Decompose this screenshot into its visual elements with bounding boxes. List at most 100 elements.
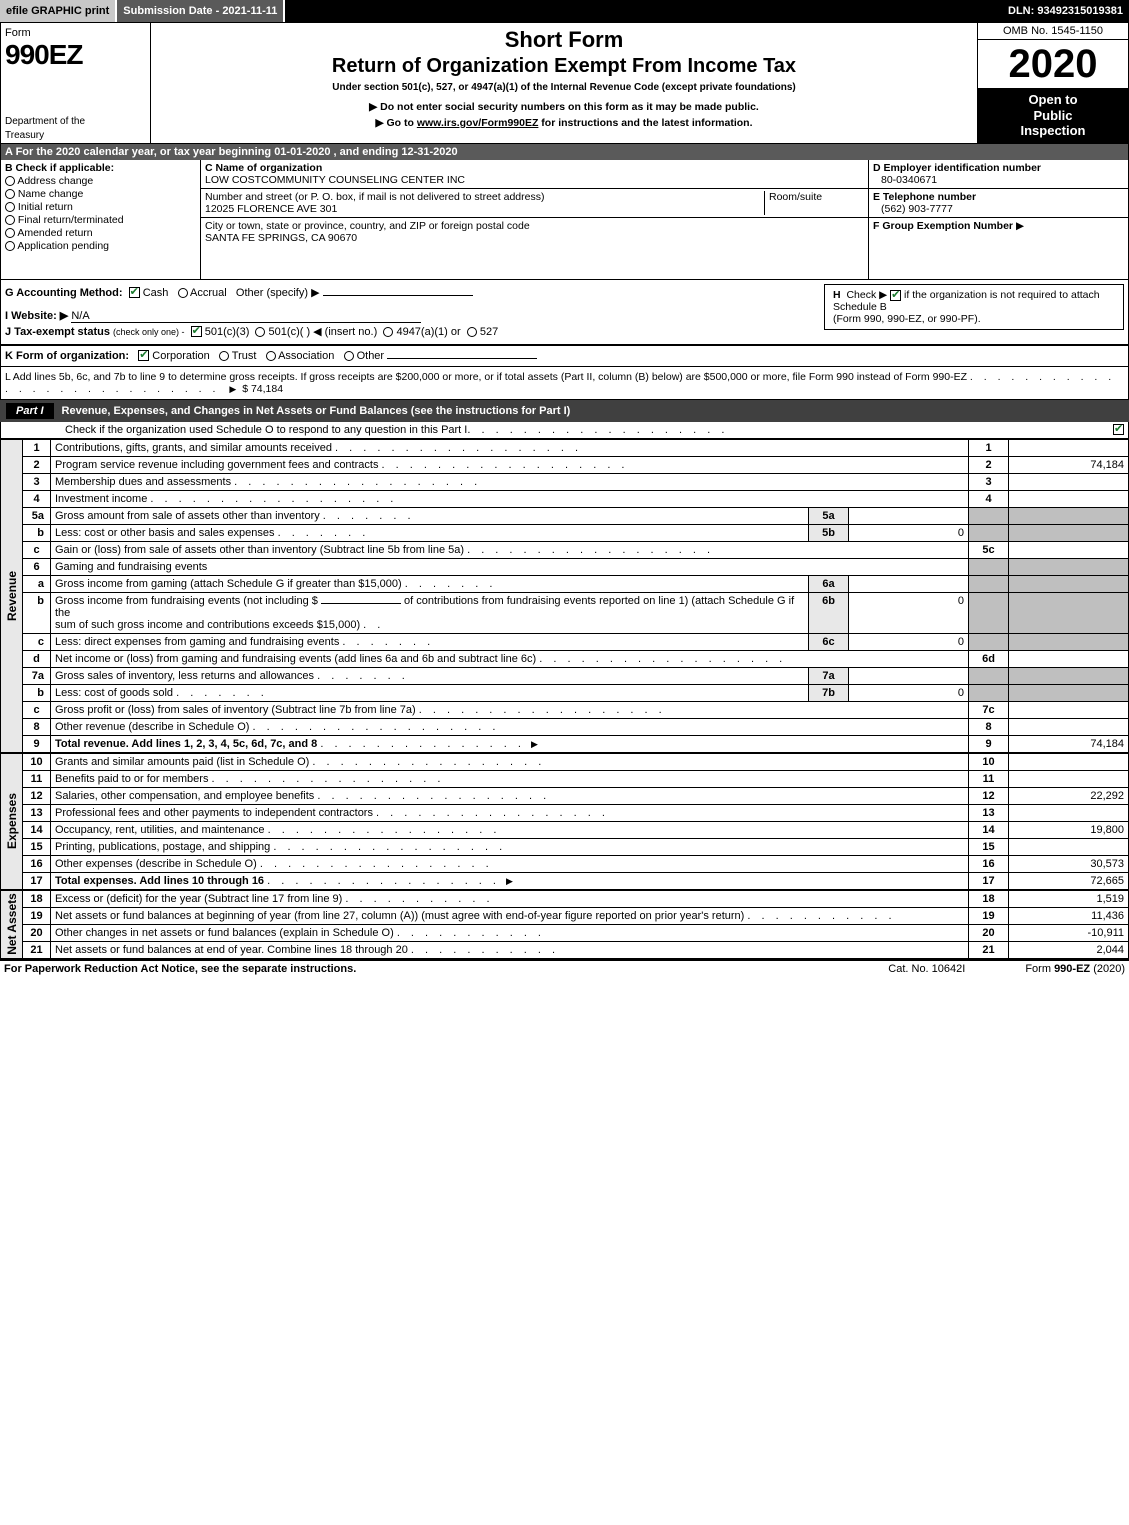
col-def: D Employer identification number 80-0340… [868, 160, 1128, 279]
line-4: 4 Investment income . . . . . . . . . . … [23, 490, 1129, 507]
chk-name-change[interactable]: Name change [5, 188, 196, 200]
g-other: Other (specify) ▶ [236, 287, 320, 299]
city-value: SANTA FE SPRINGS, CA 90670 [205, 232, 530, 244]
g-label: G Accounting Method: [5, 287, 123, 299]
open-line2: Public [1033, 108, 1072, 123]
revenue-table: 1 Contributions, gifts, grants, and simi… [22, 439, 1129, 753]
line-9: 9 Total revenue. Add lines 1, 2, 3, 4, 5… [23, 735, 1129, 752]
line-7a: 7a Gross sales of inventory, less return… [23, 667, 1129, 684]
line-5a: 5a Gross amount from sale of assets othe… [23, 507, 1129, 524]
line-13: 13 Professional fees and other payments … [23, 804, 1129, 821]
j-527-radio[interactable] [467, 327, 477, 337]
title-box: Short Form Return of Organization Exempt… [151, 23, 978, 143]
form-number: 990EZ [5, 39, 146, 71]
efile-print[interactable]: efile GRAPHIC print [0, 0, 117, 22]
h-checkbox[interactable] [890, 290, 901, 301]
part1-header: Part I Revenue, Expenses, and Changes in… [0, 400, 1129, 422]
k-other-radio[interactable] [344, 351, 354, 361]
g-other-input[interactable] [323, 295, 473, 296]
netassets-section: Net Assets 18 Excess or (deficit) for th… [0, 890, 1129, 959]
goto-post: for instructions and the latest informat… [538, 117, 752, 129]
k-other: Other [357, 350, 385, 362]
j-501c-radio[interactable] [255, 327, 265, 337]
j-501c: 501(c)( ) ◀ (insert no.) [269, 326, 378, 338]
city-label: City or town, state or province, country… [205, 220, 530, 232]
line-19: 19 Net assets or fund balances at beginn… [23, 907, 1129, 924]
chk-initial-return[interactable]: Initial return [5, 201, 196, 213]
k-assoc: Association [278, 350, 334, 362]
row-k: K Form of organization: Corporation Trus… [0, 345, 1129, 367]
room-suite: Room/suite [764, 191, 864, 215]
line-15: 15 Printing, publications, postage, and … [23, 838, 1129, 855]
line-10: 10 Grants and similar amounts paid (list… [23, 753, 1129, 770]
part1-check-row: Check if the organization used Schedule … [0, 422, 1129, 439]
g-accrual: Accrual [190, 287, 227, 299]
form-header: Form 990EZ Department of the Treasury Sh… [0, 22, 1129, 144]
k-corp: Corporation [152, 350, 209, 362]
dept-line2: Treasury [5, 130, 44, 141]
k-other-input[interactable] [387, 358, 537, 359]
part1-title: Revenue, Expenses, and Changes in Net As… [62, 405, 571, 417]
chk-final-return[interactable]: Final return/terminated [5, 214, 196, 226]
line-14: 14 Occupancy, rent, utilities, and maint… [23, 821, 1129, 838]
goto-instructions: ▶ Go to www.irs.gov/Form990EZ for instru… [155, 117, 973, 129]
k-trust: Trust [232, 350, 257, 362]
g-cash-checkbox[interactable] [129, 287, 140, 298]
addr-label: Number and street (or P. O. box, if mail… [205, 191, 544, 203]
col-b-title: B Check if applicable: [5, 162, 196, 174]
g-accrual-radio[interactable] [178, 288, 188, 298]
group-exemption-label: F Group Exemption Number [873, 220, 1013, 232]
chk-application-pending[interactable]: Application pending [5, 240, 196, 252]
group-exemption-row: F Group Exemption Number ▶ [869, 218, 1128, 279]
line-l: L Add lines 5b, 6c, and 7b to line 9 to … [0, 367, 1129, 400]
line-6: 6Gaming and fundraising events [23, 558, 1129, 575]
form-id-box: Form 990EZ Department of the Treasury [1, 23, 151, 143]
line-8: 8 Other revenue (describe in Schedule O)… [23, 718, 1129, 735]
line-12: 12 Salaries, other compensation, and emp… [23, 787, 1129, 804]
j-527: 527 [480, 326, 498, 338]
line-l-text: L Add lines 5b, 6c, and 7b to line 9 to … [5, 371, 967, 383]
h-text1: Check ▶ [846, 289, 887, 301]
irs-link[interactable]: www.irs.gov/Form990EZ [417, 117, 539, 129]
city-row: City or town, state or province, country… [201, 218, 868, 279]
footer-form-post: (2020) [1090, 963, 1125, 975]
expenses-table: 10 Grants and similar amounts paid (list… [22, 753, 1129, 890]
line-17: 17 Total expenses. Add lines 10 through … [23, 872, 1129, 889]
part1-check-text: Check if the organization used Schedule … [65, 424, 467, 436]
netassets-table: 18 Excess or (deficit) for the year (Sub… [22, 890, 1129, 959]
dots: . . . . . . . . . . . . . . . . . . . [467, 424, 1113, 436]
k-corp-checkbox[interactable] [138, 350, 149, 361]
ein-value: 80-0340671 [873, 174, 1124, 186]
k-assoc-radio[interactable] [266, 351, 276, 361]
line-16: 16 Other expenses (describe in Schedule … [23, 855, 1129, 872]
chk-address-change[interactable]: Address change [5, 175, 196, 187]
footer-notice: For Paperwork Reduction Act Notice, see … [4, 963, 356, 975]
row-a-tax-year: A For the 2020 calendar year, or tax yea… [0, 144, 1129, 160]
open-line3: Inspection [1020, 123, 1085, 138]
k-label: K Form of organization: [5, 350, 129, 362]
right-box: OMB No. 1545-1150 2020 Open to Public In… [978, 23, 1128, 143]
h-label: H [833, 289, 841, 301]
j-501c3: 501(c)(3) [205, 326, 250, 338]
revenue-section: Revenue 1 Contributions, gifts, grants, … [0, 439, 1129, 753]
h-box: H Check ▶ if the organization is not req… [824, 284, 1124, 330]
revenue-side-label: Revenue [0, 439, 22, 753]
line-5b: b Less: cost or other basis and sales ex… [23, 524, 1129, 541]
k-trust-radio[interactable] [219, 351, 229, 361]
line-7b: b Less: cost of goods sold . . . . . . .… [23, 684, 1129, 701]
footer-catno: Cat. No. 10642I [888, 963, 965, 975]
dept-line1: Department of the [5, 116, 85, 127]
j-4947-radio[interactable] [383, 327, 393, 337]
top-bar: efile GRAPHIC print Submission Date - 20… [0, 0, 1129, 22]
j-501c3-checkbox[interactable] [191, 326, 202, 337]
ssn-warning: ▶ Do not enter social security numbers o… [155, 101, 973, 113]
phone-label: E Telephone number [873, 191, 1124, 203]
submission-date: Submission Date - 2021-11-11 [117, 0, 285, 22]
footer-form-num: 990-EZ [1054, 963, 1090, 975]
chk-amended-return[interactable]: Amended return [5, 227, 196, 239]
line-2: 2 Program service revenue including gove… [23, 456, 1129, 473]
part1-checkbox[interactable] [1113, 424, 1124, 435]
ein-row: D Employer identification number 80-0340… [869, 160, 1128, 189]
line-20: 20 Other changes in net assets or fund b… [23, 924, 1129, 941]
dln: DLN: 93492315019381 [1002, 0, 1129, 22]
